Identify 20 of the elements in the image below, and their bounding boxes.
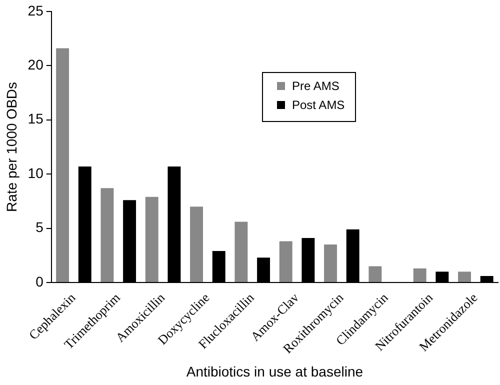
bar bbox=[145, 196, 158, 282]
bar bbox=[458, 272, 471, 282]
y-tick-label: 5 bbox=[36, 219, 44, 236]
legend-label: Post AMS bbox=[292, 98, 345, 112]
y-axis-title: Rate per 1000 OBDs bbox=[3, 82, 20, 212]
bar bbox=[368, 266, 382, 282]
bar bbox=[100, 188, 114, 282]
y-tick-label: 0 bbox=[36, 273, 44, 290]
legend-label: Pre AMS bbox=[292, 79, 340, 93]
y-tick-label: 20 bbox=[28, 56, 44, 72]
x-axis-title: Antibiotics in use at baseline bbox=[186, 363, 364, 380]
bar bbox=[279, 241, 292, 282]
bar bbox=[234, 222, 248, 282]
y-tick-label: 25 bbox=[28, 2, 44, 18]
bar bbox=[190, 206, 204, 282]
y-tick-label: 15 bbox=[28, 110, 44, 127]
y-tick-label: 10 bbox=[28, 164, 44, 181]
bar bbox=[413, 268, 426, 282]
bar bbox=[56, 48, 70, 282]
bar bbox=[324, 244, 337, 282]
